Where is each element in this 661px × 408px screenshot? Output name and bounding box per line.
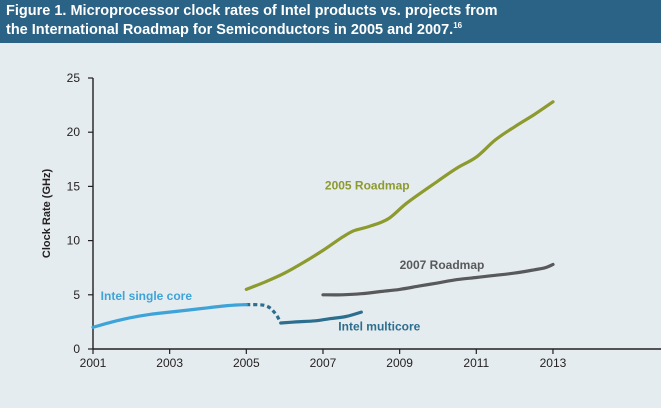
series-line-intel-multicore [279, 310, 363, 325]
x-tick-label: 2001 [80, 356, 107, 370]
annotation-intel-multicore: Intel multicore [338, 320, 420, 334]
y-tick-label: 15 [67, 179, 81, 193]
transition-dotted-line [246, 302, 283, 324]
y-tick-label: 5 [73, 288, 80, 302]
x-tick-label: 2011 [463, 356, 489, 370]
x-tick-label: 2003 [156, 356, 183, 370]
series-line-2007-roadmap [321, 262, 555, 297]
x-tick-label: 2005 [233, 356, 260, 370]
annotation-intel-single-core: Intel single core [101, 289, 193, 303]
annotation-2007-roadmap: 2007 Roadmap [400, 258, 485, 272]
annotation-2005-roadmap: 2005 Roadmap [325, 179, 410, 193]
y-tick-label: 0 [73, 342, 80, 356]
series-line-2005-roadmap [244, 100, 555, 291]
figure-title-line1: Figure 1. Microprocessor clock rates of … [6, 3, 498, 19]
figure-title-line2: the International Roadmap for Semiconduc… [6, 22, 454, 38]
x-tick-label: 2007 [310, 356, 337, 370]
x-tick-label: 2009 [386, 356, 413, 370]
y-tick-label: 10 [67, 234, 81, 248]
figure-title-footnote: 16 [453, 21, 463, 31]
y-tick-label: 25 [67, 71, 81, 85]
clock-rate-chart: 0 5 10 15 20 25 2001 2003 2005 2007 2009 2011 2013 Cl… [41, 71, 661, 370]
chart-area: 0 5 10 15 20 25 2001 2003 2005 2007 2009 2011 2013 Cl… [0, 43, 661, 403]
x-tick-label: 2013 [540, 356, 567, 370]
figure-header: Figure 1. Microprocessor clock rates of … [0, 0, 661, 43]
y-axis-label: Clock Rate (GHz) [41, 169, 53, 259]
figure-title: Figure 1. Microprocessor clock rates of … [6, 2, 646, 40]
y-tick-label: 20 [67, 125, 81, 139]
series-line-intel-single-core [91, 303, 248, 329]
